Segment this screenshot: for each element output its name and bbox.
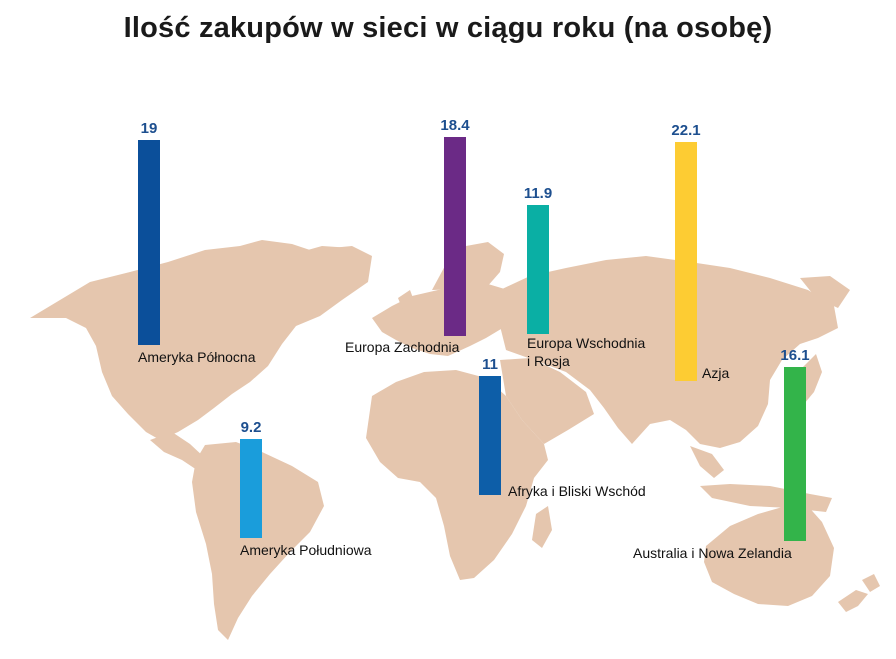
map-indonesia xyxy=(700,484,832,512)
region-label: Ameryka Północna xyxy=(138,348,256,366)
region-label-line: Azja xyxy=(702,365,730,381)
region-label-line: Europa Wschodnia xyxy=(527,335,646,351)
bar-5 xyxy=(527,205,549,334)
bar-value-label: 9.2 xyxy=(240,418,262,436)
region-label: Ameryka Południowa xyxy=(240,541,372,559)
map-new-zealand-north xyxy=(862,574,880,592)
bar-2 xyxy=(240,438,262,538)
bar-value-label: 11 xyxy=(482,356,498,374)
region-label: Europa Wschodnia i Rosja xyxy=(527,334,645,370)
bar-value-label: 18.4 xyxy=(440,117,470,135)
map-kamchatka xyxy=(800,276,850,308)
bar-6 xyxy=(675,142,697,381)
region-label: Europa Zachodnia xyxy=(345,338,459,356)
map-new-zealand xyxy=(838,590,868,612)
map-southeast-asia xyxy=(690,446,724,478)
map-south-america xyxy=(192,442,324,640)
map-madagascar xyxy=(532,506,552,548)
region-label: Australia i Nowa Zelandia xyxy=(633,544,792,562)
region-label-line: Ameryka Południowa xyxy=(240,542,372,558)
bar-1 xyxy=(138,139,160,345)
bar-value-label: 19 xyxy=(140,119,158,137)
bar-value-label: 22.1 xyxy=(671,122,701,140)
region-label-line: Australia i Nowa Zelandia xyxy=(633,545,792,561)
map-greenland xyxy=(290,246,368,292)
bar-4 xyxy=(479,376,501,495)
chart-title: Ilość zakupów w sieci w ciągu roku (na o… xyxy=(123,12,773,44)
region-label-line: Afryka i Bliski Wschód xyxy=(508,483,646,499)
region-label-line: i Rosja xyxy=(527,353,570,369)
map-north-america xyxy=(30,240,372,440)
map-middle-east xyxy=(500,358,594,444)
map-uk xyxy=(398,290,416,318)
region-label-line: Ameryka Północna xyxy=(138,349,256,365)
map-asia xyxy=(500,256,838,448)
bar-3 xyxy=(444,137,466,336)
bar-value-label: 16.1 xyxy=(780,347,810,365)
region-label: Azja xyxy=(702,364,729,382)
region-label: Afryka i Bliski Wschód xyxy=(508,482,646,500)
bar-value-label: 11.9 xyxy=(523,185,553,203)
map-scandinavia xyxy=(432,242,504,290)
region-label-line: Europa Zachodnia xyxy=(345,339,460,355)
bar-7 xyxy=(784,367,806,541)
map-africa xyxy=(366,370,548,580)
